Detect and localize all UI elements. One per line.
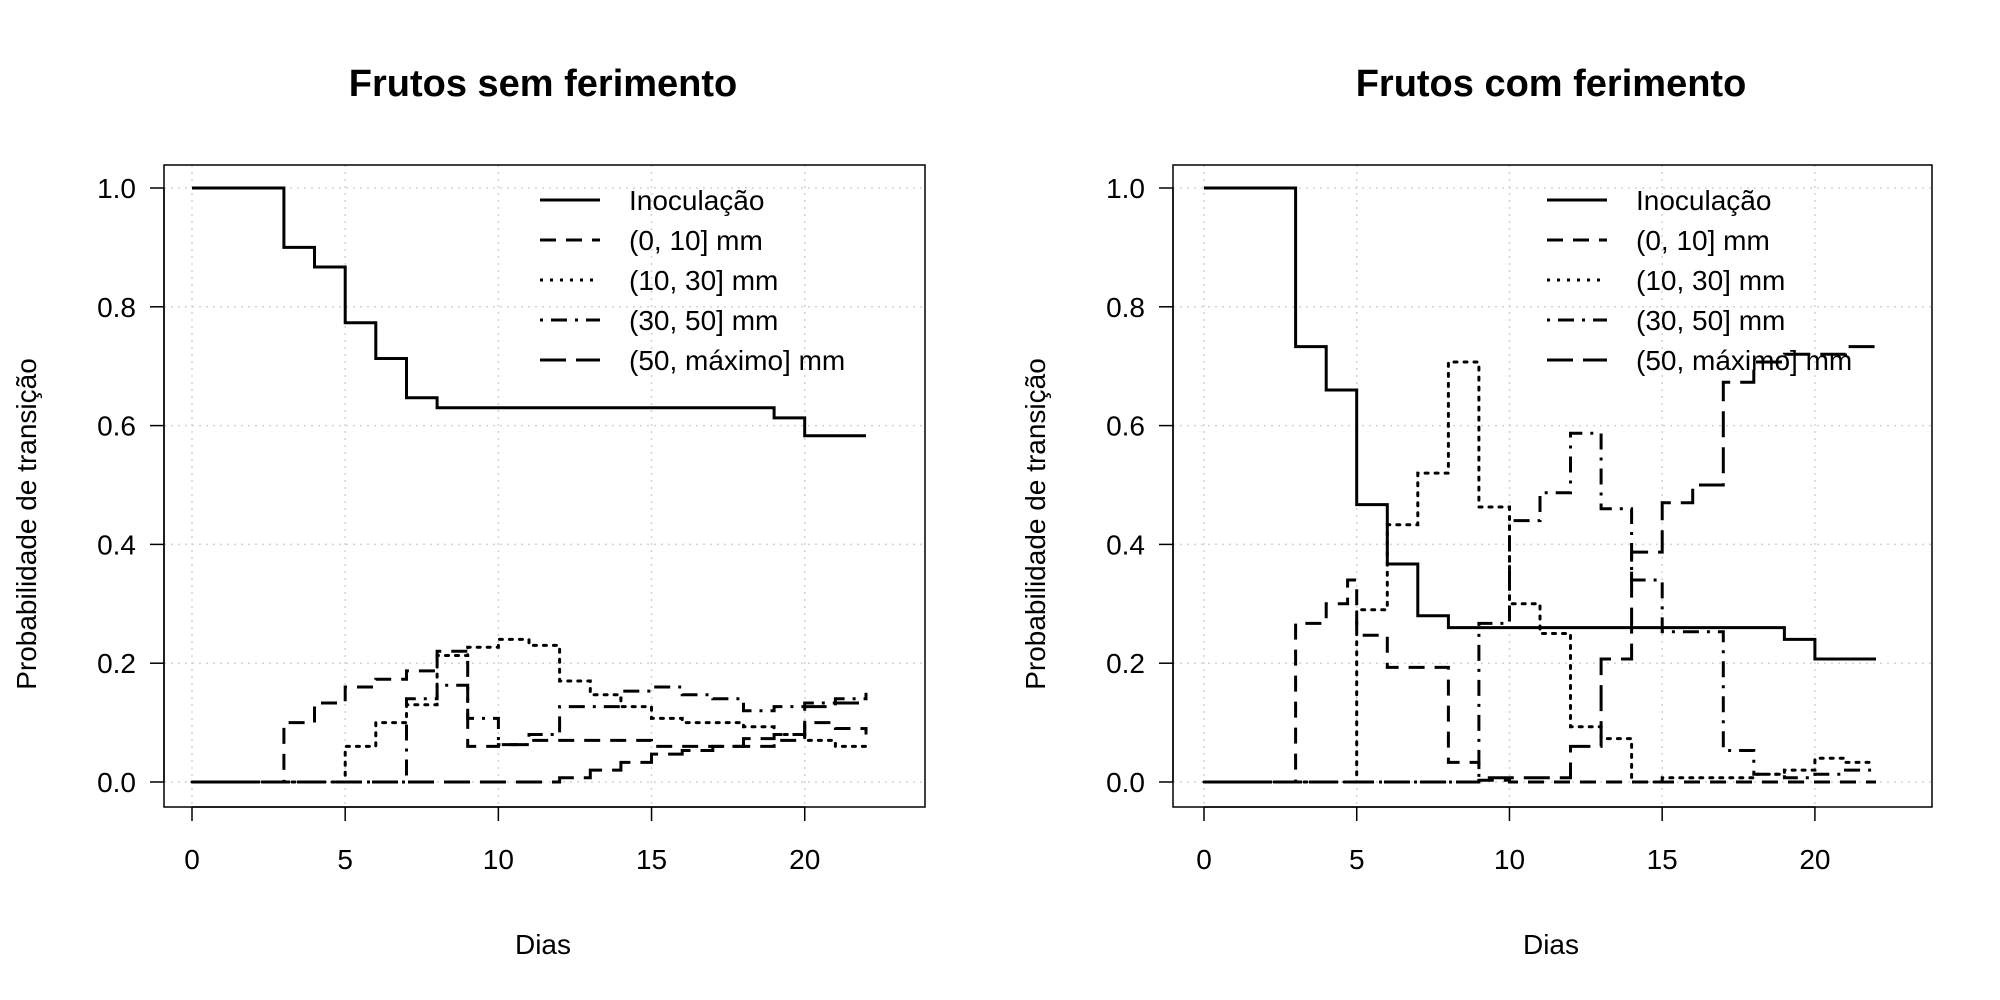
plot-frame	[1172, 164, 1933, 808]
chart-title: Frutos com ferimento	[1356, 63, 1747, 105]
x-tick-label: 0	[184, 844, 200, 875]
series-line	[192, 649, 868, 784]
legend: Inoculação (0, 10] mm (10, 30] mm (30, 50] …	[540, 185, 845, 376]
y-tick-label: 0.6	[97, 411, 136, 442]
series-line	[192, 692, 868, 784]
legend-label: Inoculação	[629, 185, 764, 216]
y-tick-label: 0.0	[97, 767, 136, 798]
chart-title: Frutos sem ferimento	[349, 63, 738, 105]
y-tick-label: 0.8	[97, 292, 136, 323]
series-line	[1202, 360, 1878, 784]
series-line	[1204, 345, 1876, 784]
grid	[164, 165, 925, 807]
legend-label: (50, máximo] mm	[629, 345, 845, 376]
y-tick-label: 0.4	[97, 529, 136, 560]
y-tick-label: 1.0	[1106, 173, 1145, 204]
x-tick-label: 20	[789, 844, 820, 875]
y-axis-label: Probabilidade de transição	[1020, 358, 1051, 690]
legend-label: (0, 10] mm	[1636, 225, 1770, 256]
series-line	[192, 683, 868, 784]
y-axis-label: Probabilidade de transição	[11, 358, 42, 690]
legend-label: (10, 30] mm	[1636, 265, 1785, 296]
y-tick-label: 0.4	[1106, 529, 1145, 560]
y-axis: 0.0 0.2 0.4 0.6 0.8 1.0	[1106, 173, 1174, 798]
panel-frutos-com-ferimento: Frutos com ferimento Dias Probabilidade …	[1020, 63, 1933, 960]
x-tick-label: 0	[1196, 844, 1212, 875]
legend-label: (30, 50] mm	[1636, 305, 1785, 336]
x-axis: 0 5 10 15 20	[184, 806, 820, 875]
y-tick-label: 0.6	[1106, 411, 1145, 442]
y-tick-label: 0.2	[97, 648, 136, 679]
x-axis-label: Dias	[1523, 929, 1579, 960]
x-tick-label: 20	[1799, 844, 1830, 875]
legend-label: (10, 30] mm	[629, 265, 778, 296]
x-axis: 0 5 10 15 20	[1196, 806, 1830, 875]
legend-label: (50, máximo] mm	[1636, 345, 1852, 376]
legend-label: (0, 10] mm	[629, 225, 763, 256]
grid	[1173, 165, 1932, 807]
x-tick-label: 15	[1647, 844, 1678, 875]
x-tick-label: 10	[483, 844, 514, 875]
series-line	[192, 186, 866, 438]
x-axis-label: Dias	[515, 929, 571, 960]
legend: Inoculação (0, 10] mm (10, 30] mm (30, 50] …	[1547, 185, 1852, 376]
y-tick-label: 0.8	[1106, 292, 1145, 323]
y-axis: 0.0 0.2 0.4 0.6 0.8 1.0	[97, 173, 165, 798]
legend-label: (30, 50] mm	[629, 305, 778, 336]
x-tick-label: 5	[1349, 844, 1365, 875]
x-tick-label: 10	[1494, 844, 1525, 875]
y-tick-label: 0.0	[1106, 767, 1145, 798]
y-tick-label: 0.2	[1106, 648, 1145, 679]
series-line	[1204, 186, 1876, 661]
plot-frame	[163, 164, 926, 808]
series-line	[1204, 578, 1876, 784]
series-line	[1204, 431, 1876, 784]
panel-frutos-sem-ferimento: Frutos sem ferimento Dias Probabilidade …	[11, 63, 926, 960]
series-line	[190, 637, 868, 784]
x-tick-label: 15	[636, 844, 667, 875]
x-tick-label: 5	[337, 844, 353, 875]
y-tick-label: 1.0	[97, 173, 136, 204]
legend-label: Inoculação	[1636, 185, 1771, 216]
